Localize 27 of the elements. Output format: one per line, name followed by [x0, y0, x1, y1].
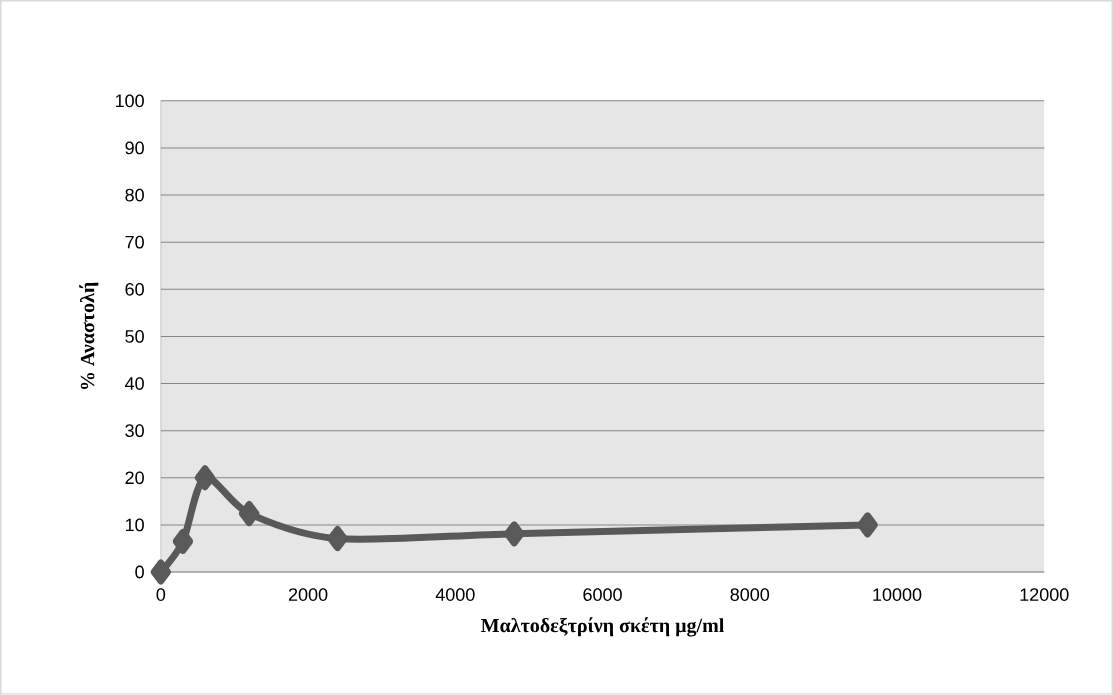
y-tick-label: 100 — [115, 94, 144, 108]
x-tick-label: 6000 — [583, 588, 622, 602]
x-tick-label: 2000 — [288, 588, 328, 602]
y-tick-label: 40 — [125, 377, 144, 390]
x-axis-title: Μαλτοδεξτρίνη σκέτη μg/ml — [481, 617, 724, 637]
y-tick-label: 70 — [125, 235, 144, 249]
y-tick-label: 0 — [135, 565, 144, 579]
point — [857, 512, 878, 538]
y-tick-label: 30 — [125, 424, 144, 438]
y-tick-label: 20 — [125, 471, 144, 485]
y-tick-label: 80 — [125, 188, 144, 202]
y-tick-label: 50 — [125, 330, 144, 343]
y-tick-label: 60 — [125, 282, 144, 296]
point — [150, 559, 172, 585]
point — [172, 528, 194, 554]
point — [194, 465, 216, 491]
point — [238, 501, 260, 527]
x-tick-label: 0 — [156, 588, 166, 602]
point — [503, 521, 525, 547]
y-tick-label: 10 — [125, 518, 144, 532]
x-tick-label: 12000 — [1020, 588, 1069, 602]
y-tick-label: 90 — [125, 141, 144, 155]
x-tick-label: 10000 — [873, 588, 922, 602]
y-axis-title: % Αναστολή — [79, 282, 99, 390]
x-tick-label: 4000 — [435, 588, 475, 602]
x-tick-label: 8000 — [730, 588, 770, 602]
point — [327, 526, 348, 552]
